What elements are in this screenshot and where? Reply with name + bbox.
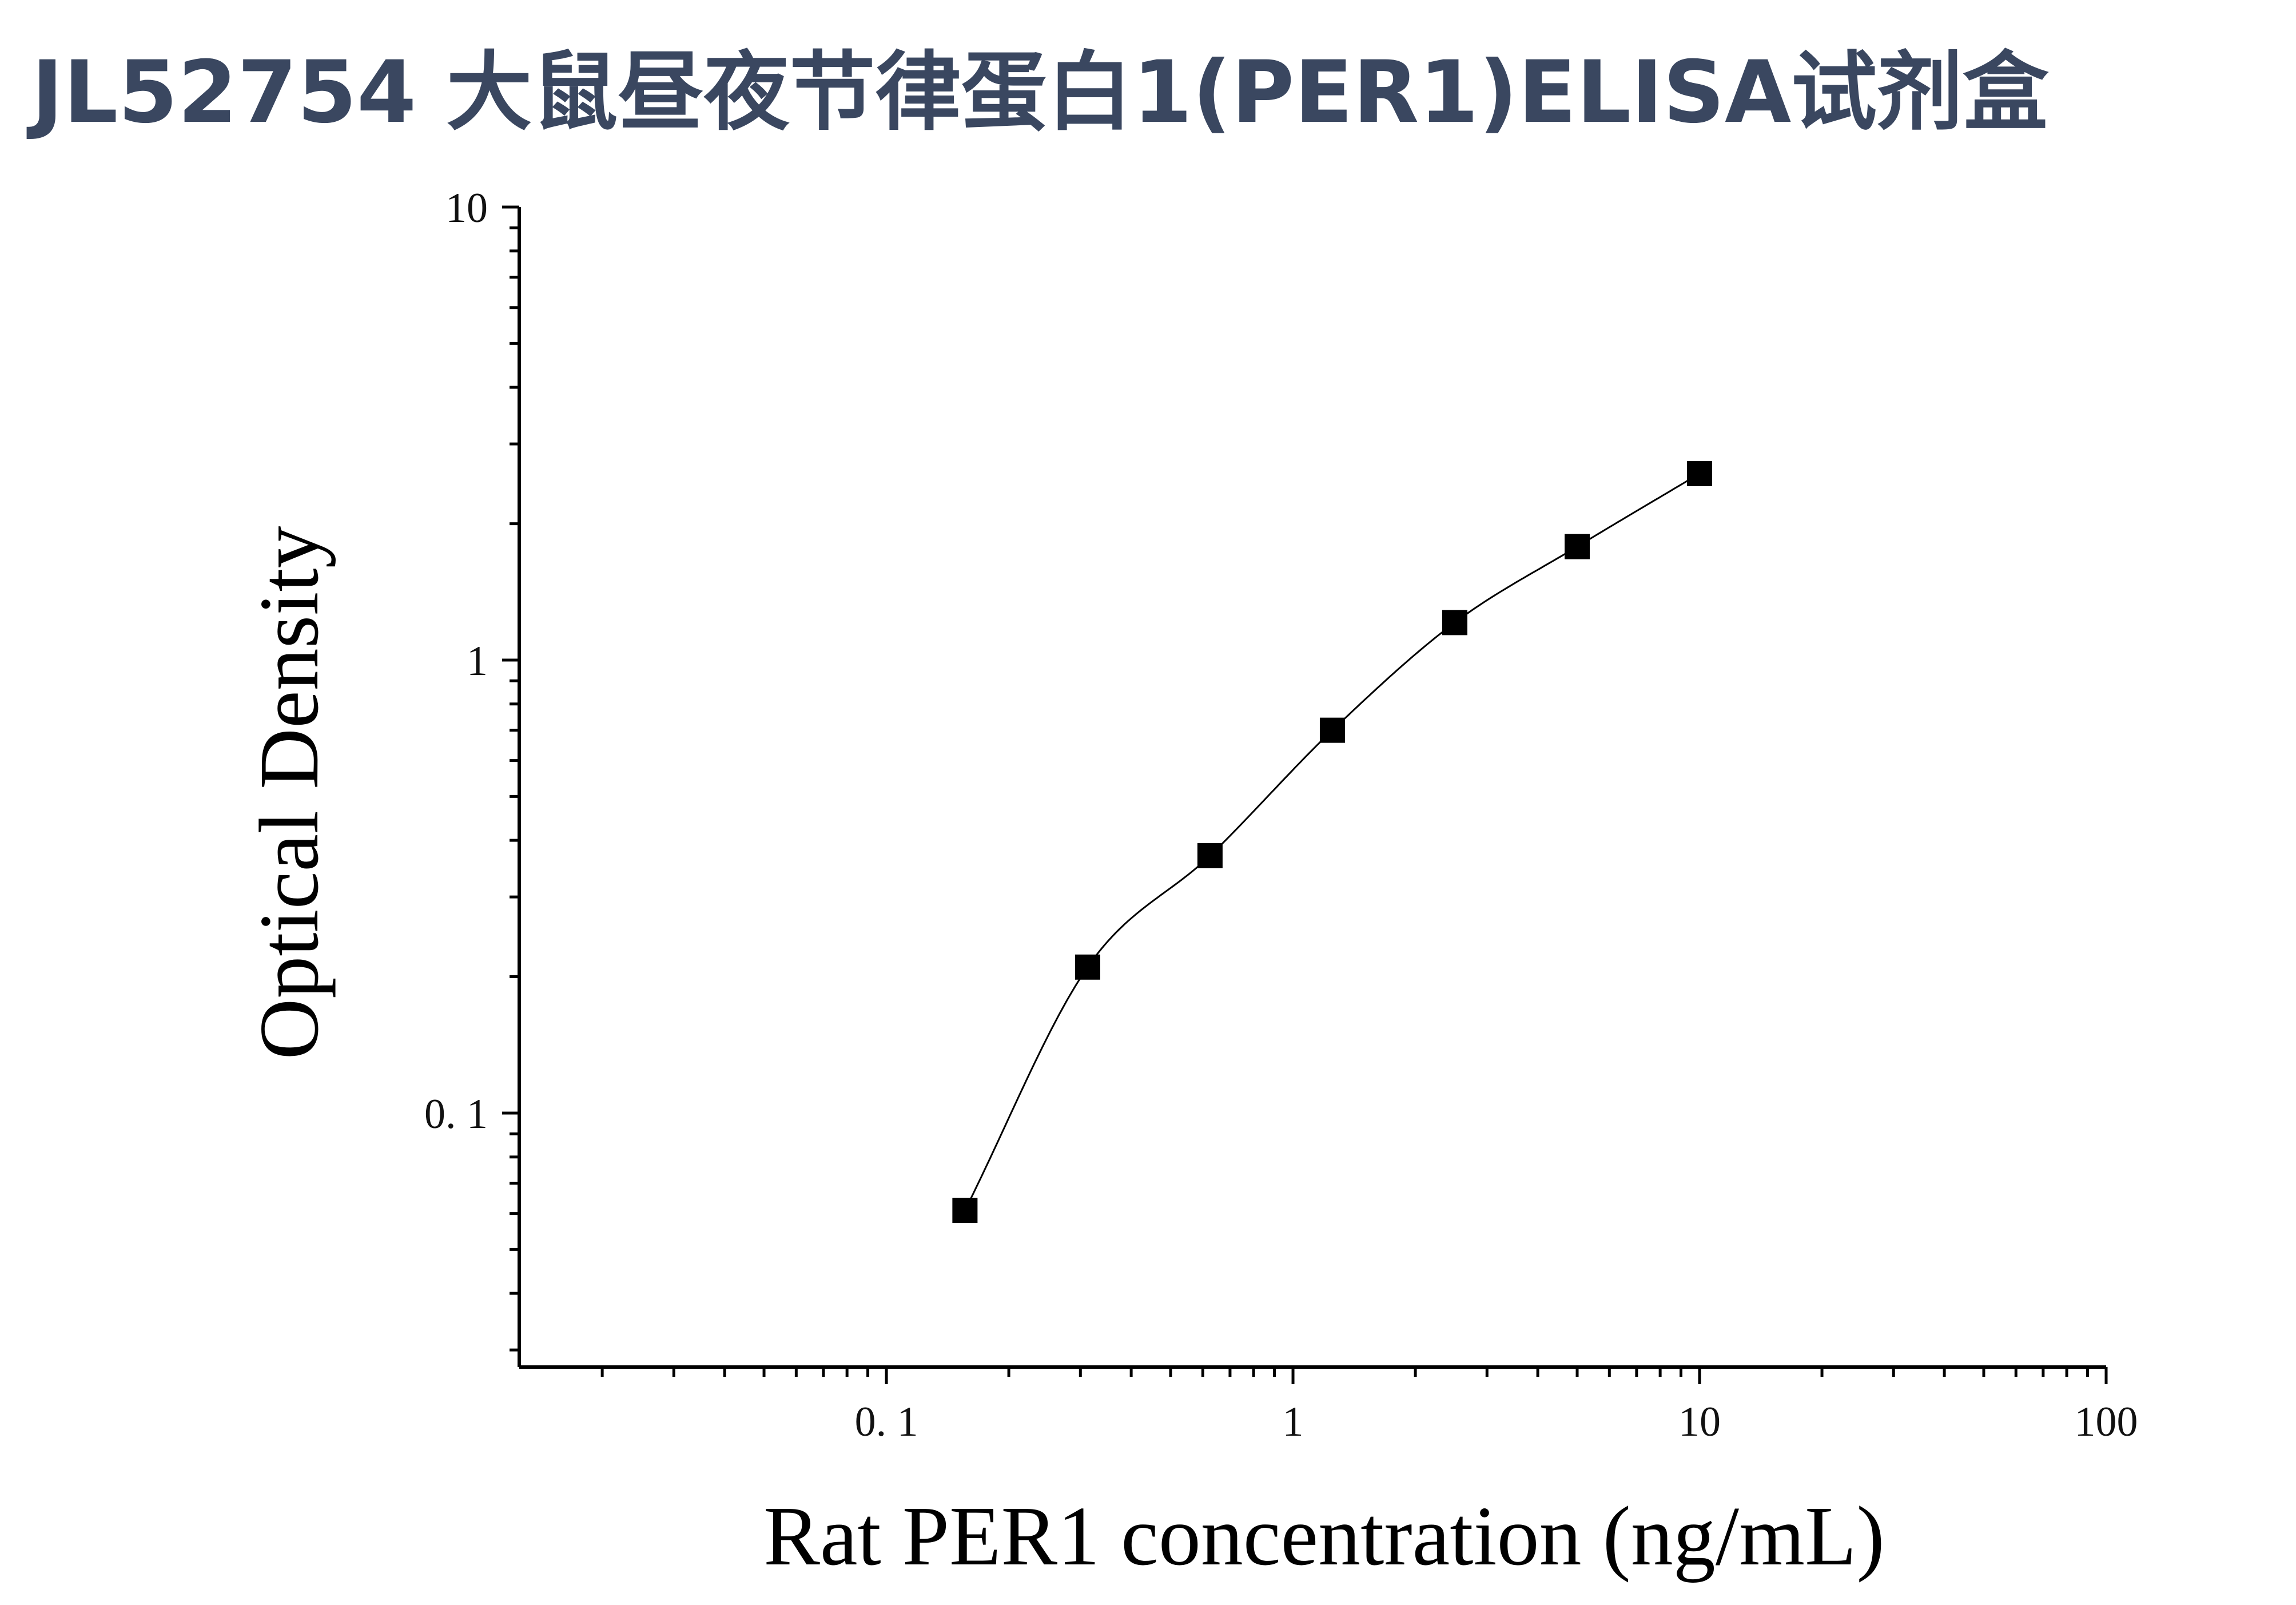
x-tick-label: 0. 1 [855, 1399, 918, 1445]
data-point [1442, 610, 1467, 635]
y-tick-label: 0. 1 [424, 1091, 488, 1138]
data-point [1687, 461, 1712, 486]
y-axis-title: Optical Density [242, 526, 336, 1059]
fit-curve [965, 474, 1700, 1210]
data-point [1197, 843, 1223, 868]
axis-labels-layer: 0. 1 1 10 100 0. 1 1 10 Rat PER1 concentration … [242, 185, 2138, 1583]
x-tick-label: 100 [2075, 1399, 2138, 1445]
y-tick-label: 1 [467, 638, 488, 685]
axes [502, 207, 2106, 1384]
y-tick-label: 10 [445, 185, 488, 232]
data-point [1320, 718, 1345, 743]
x-tick-label: 1 [1283, 1399, 1304, 1445]
x-tick-label: 10 [1678, 1399, 1721, 1445]
data-points-layer [952, 461, 1712, 1223]
x-axis-title: Rat PER1 concentration (ng/mL) [763, 1489, 1885, 1583]
data-point [952, 1198, 977, 1223]
data-point [1565, 534, 1590, 559]
data-point [1075, 955, 1100, 980]
fit-curve-layer [965, 474, 1700, 1210]
